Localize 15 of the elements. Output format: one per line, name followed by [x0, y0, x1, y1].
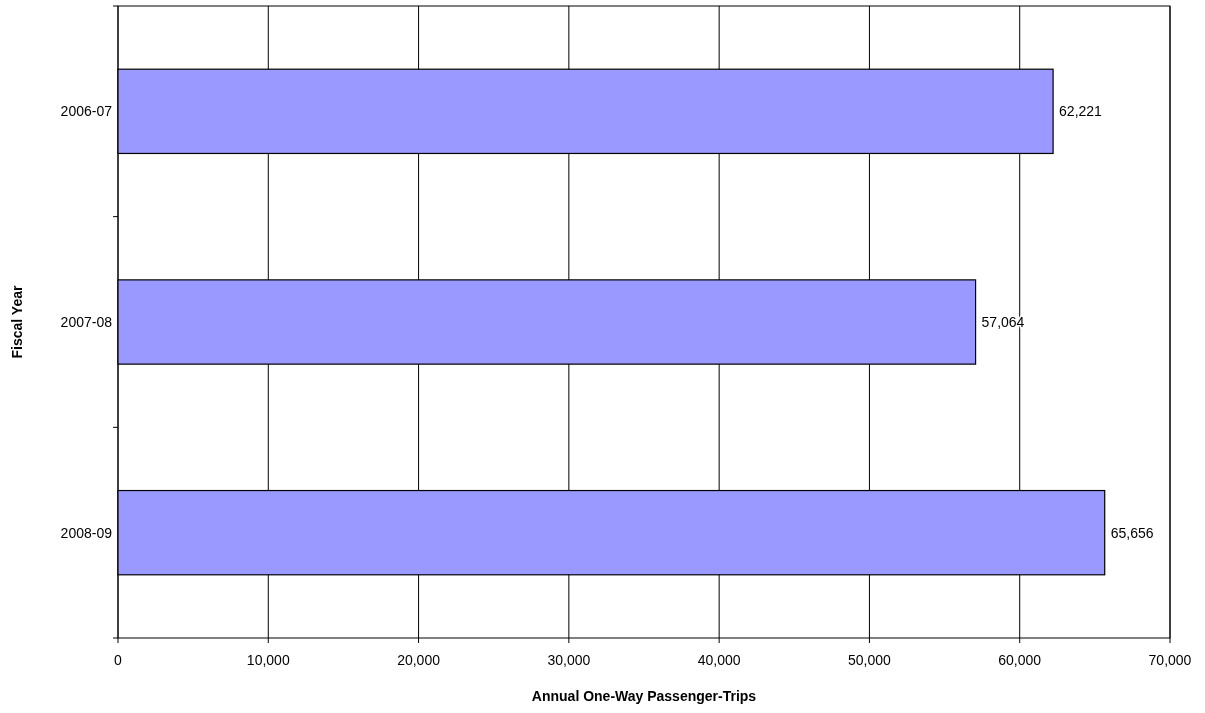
- x-tick-label: 20,000: [397, 652, 441, 668]
- y-tick-label: 2008-09: [60, 524, 113, 541]
- y-tick-label: 2006-07: [60, 103, 113, 120]
- x-tick-label: 10,000: [246, 652, 290, 668]
- x-tick-label: 70,000: [1148, 652, 1192, 668]
- y-axis-title: Fiscal Year: [9, 285, 25, 359]
- x-tick-label: 30,000: [547, 652, 591, 668]
- y-tick-label: 2007-08: [60, 314, 113, 330]
- x-tick-label: 60,000: [998, 652, 1042, 668]
- x-tick-label: 50,000: [848, 652, 892, 668]
- data-label: 65,656: [1110, 524, 1154, 541]
- x-tick-label: 0: [114, 652, 123, 668]
- x-tick-label: 40,000: [697, 652, 741, 668]
- x-axis-title: Annual One-Way Passenger-Trips: [531, 688, 757, 704]
- data-label: 62,221: [1059, 103, 1103, 120]
